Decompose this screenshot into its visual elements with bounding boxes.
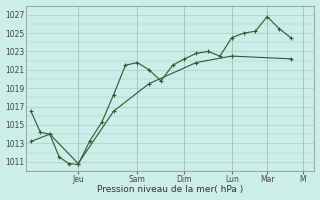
X-axis label: Pression niveau de la mer( hPa ): Pression niveau de la mer( hPa ) xyxy=(97,185,244,194)
